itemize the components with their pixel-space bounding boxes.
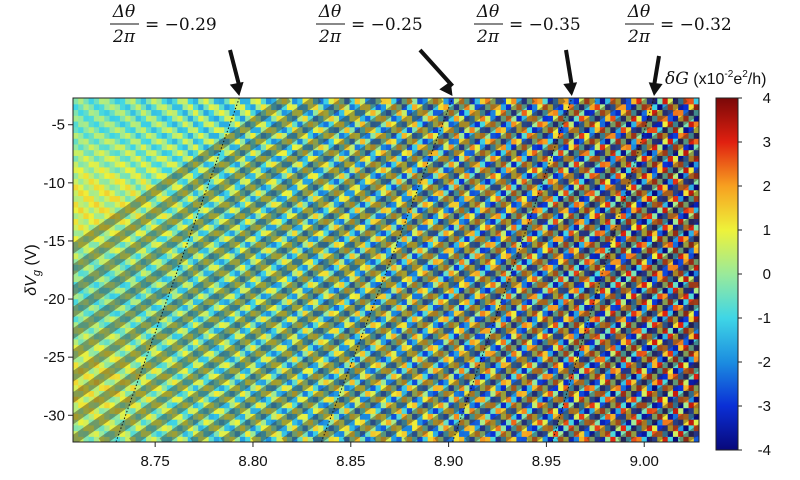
colorbar [715,97,739,451]
phase-annotation: Δθ 2π = −0.29 [110,2,244,96]
dotted-phase-line [551,98,655,442]
stripe-overlay [464,274,699,442]
annotation-numerator: Δθ [112,2,136,22]
dotted-phase-lines [115,98,655,442]
annotation-arrow-shaft [652,55,661,87]
stripe-overlay [342,189,699,442]
colorbar-tick-label: -4 [758,442,771,459]
annotation-value: = −0.32 [660,15,732,35]
annotation-arrow-shaft [228,49,242,87]
y-axis: -5 -10 -15 -20 -25 -30 [43,117,73,424]
stripe-overlay [98,98,596,442]
stripe-overlay [312,167,699,442]
x-tick-label: 8.90 [434,453,463,470]
phase-annotation: Δθ 2π = −0.35 [474,2,581,96]
colorbar-units: e [733,71,742,88]
colorbar-tick-label: 2 [763,178,771,195]
annotation-denominator: 2π [318,27,342,47]
colorbar-tick-label: 1 [763,222,771,239]
dotted-phase-line [452,98,573,442]
annotation-denominator: 2π [627,27,651,47]
stripe-overlay [281,146,699,442]
phase-annotation: Δθ 2π = −0.25 [316,2,454,96]
annotation-value: = −0.29 [145,15,217,35]
annotation-numerator: Δθ [476,2,500,22]
stripe-overlay [586,359,699,442]
plot-frame [72,97,700,443]
y-tick-label: -25 [43,349,65,366]
stripe-overlay [73,98,322,276]
annotation-arrow-head [563,82,578,96]
x-tick-label: 9.00 [630,453,659,470]
stripe-overlay [73,98,535,425]
stripe-overlay [495,295,699,442]
stripe-overlay [190,98,688,442]
annotation-numerator: Δθ [627,2,651,22]
colorbar-tick-label: -1 [758,310,771,327]
heatmap-plot-area [73,98,699,442]
annotation-value: = −0.25 [351,15,423,35]
colorbar-tick-label: -2 [758,354,771,371]
y-axis-unit: (V) [23,244,40,270]
x-tick-label: 8.75 [141,453,170,470]
annotation-numerator: Δθ [318,2,342,22]
y-tick-label: -30 [43,407,65,424]
colorbar-tick-label: 0 [763,266,771,283]
stripe-overlay [373,210,699,442]
stripe-overlay [159,98,657,442]
x-tick-label: 8.95 [532,453,561,470]
annotation-arrow-head [439,81,453,96]
x-axis: 8.75 8.80 8.85 8.90 8.95 9.00 [141,442,659,470]
annotation-arrow-head [648,82,663,96]
stripe-overlay [73,98,383,318]
stripe-overlay [556,338,699,442]
annotation-denominator: 2π [476,27,500,47]
stripe-overlay [403,231,699,442]
colorbar-close: /h) [748,71,767,88]
x-tick-label: 8.80 [238,453,267,470]
colorbar-tick-label: -3 [758,398,771,415]
y-tick-label: -10 [43,175,65,192]
diagonal-stripe-overlays [73,98,800,442]
stripe-overlay [73,98,352,297]
annotation-denominator: 2π [112,27,136,47]
y-tick-label: -20 [43,291,65,308]
stripe-overlay [73,98,474,382]
colorbar-tick-label: 4 [763,90,771,107]
stripe-overlay [251,125,699,442]
annotation-value: = −0.35 [509,15,581,35]
stripe-overlay [73,98,505,404]
annotations: Δθ 2π = −0.29 Δθ 2π = −0.25 Δθ 2π = −0.35 Δθ 2π = −… [110,2,732,96]
colorbar-units-exp: 2 [742,69,748,80]
colorbar-label: δG (x10-2e2/h) [665,69,766,89]
dotted-phase-line [115,98,240,442]
colorbar-ticks: 4 3 2 1 0 -1 -2 -3 -4 [738,90,771,459]
phase-annotation: Δθ 2π = −0.32 [625,2,732,96]
stripe-overlay [525,317,699,442]
stripe-overlay [73,98,444,361]
annotation-arrow-head [229,81,244,96]
colorbar-symbol: δG [665,69,689,89]
colorbar-open: (x10 [689,71,725,88]
y-tick-label: -5 [52,117,65,134]
stripe-overlay [73,98,291,254]
stripe-overlay [129,98,627,442]
annotation-arrow-shaft [418,48,454,88]
stripe-overlay [742,98,800,442]
annotation-arrow-shaft [564,49,574,87]
colorbar-exp: -2 [724,69,733,80]
colorbar-tick-label: 3 [763,134,771,151]
y-tick-label: -15 [43,233,65,250]
stripe-overlay [220,103,699,442]
y-axis-title: δVg (V) [23,244,43,295]
x-tick-label: 8.85 [336,453,365,470]
stripe-overlay [73,98,566,442]
y-axis-subscript: g [31,269,43,276]
stripe-overlay [73,98,413,340]
stripe-overlay [434,253,699,442]
y-axis-symbol: δV [23,275,40,296]
